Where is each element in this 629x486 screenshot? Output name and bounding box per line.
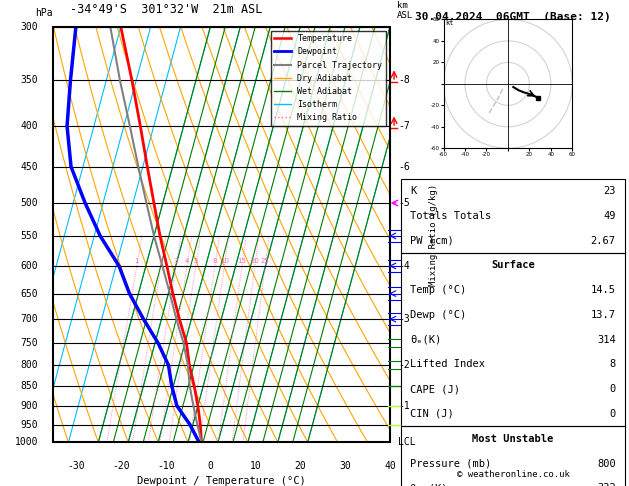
Bar xyxy=(401,179,625,253)
Text: 332: 332 xyxy=(597,483,616,486)
Text: 23: 23 xyxy=(603,186,616,196)
Text: Most Unstable: Most Unstable xyxy=(472,434,554,444)
Text: -4: -4 xyxy=(398,261,410,271)
Text: 30.04.2024  06GMT  (Base: 12): 30.04.2024 06GMT (Base: 12) xyxy=(415,12,611,22)
Text: PW (cm): PW (cm) xyxy=(410,236,454,245)
Text: 15: 15 xyxy=(238,258,247,264)
Text: 350: 350 xyxy=(21,75,38,85)
Text: -3: -3 xyxy=(398,314,410,324)
Text: 450: 450 xyxy=(21,162,38,172)
Text: 800: 800 xyxy=(21,360,38,370)
Text: 0: 0 xyxy=(610,409,616,419)
Text: CAPE (J): CAPE (J) xyxy=(410,384,460,394)
Text: 30: 30 xyxy=(339,461,351,471)
Text: 300: 300 xyxy=(21,22,38,32)
Text: -20: -20 xyxy=(112,461,130,471)
Text: -6: -6 xyxy=(398,162,410,172)
Legend: Temperature, Dewpoint, Parcel Trajectory, Dry Adiabat, Wet Adiabat, Isotherm, Mi: Temperature, Dewpoint, Parcel Trajectory… xyxy=(271,31,386,125)
Text: 1000: 1000 xyxy=(15,437,38,447)
Text: 0: 0 xyxy=(610,384,616,394)
Text: Dewp (°C): Dewp (°C) xyxy=(410,310,467,320)
Text: 400: 400 xyxy=(21,121,38,131)
Text: 25: 25 xyxy=(261,258,270,264)
Text: kt: kt xyxy=(446,20,454,26)
Text: Dewpoint / Temperature (°C): Dewpoint / Temperature (°C) xyxy=(137,475,306,486)
Text: 20: 20 xyxy=(250,258,259,264)
Bar xyxy=(53,27,390,442)
Text: K: K xyxy=(410,186,416,196)
Text: -30: -30 xyxy=(67,461,85,471)
Text: Lifted Index: Lifted Index xyxy=(410,360,485,369)
Text: 10: 10 xyxy=(250,461,261,471)
Text: 750: 750 xyxy=(21,338,38,348)
Text: 13.7: 13.7 xyxy=(591,310,616,320)
Text: 550: 550 xyxy=(21,231,38,241)
Bar xyxy=(401,253,625,426)
Text: 2.67: 2.67 xyxy=(591,236,616,245)
Text: 4: 4 xyxy=(185,258,189,264)
Text: 950: 950 xyxy=(21,419,38,430)
Text: LCL: LCL xyxy=(398,437,416,447)
Text: -5: -5 xyxy=(398,198,410,208)
Text: Pressure (mb): Pressure (mb) xyxy=(410,458,491,469)
Text: 600: 600 xyxy=(21,261,38,271)
Text: 49: 49 xyxy=(603,211,616,221)
Text: km
ASL: km ASL xyxy=(397,1,413,20)
Text: Totals Totals: Totals Totals xyxy=(410,211,491,221)
Text: θₑ(K): θₑ(K) xyxy=(410,335,442,345)
Text: 900: 900 xyxy=(21,401,38,411)
Text: 800: 800 xyxy=(597,458,616,469)
Text: 314: 314 xyxy=(597,335,616,345)
Text: 14.5: 14.5 xyxy=(591,285,616,295)
Text: 700: 700 xyxy=(21,314,38,324)
Text: 3: 3 xyxy=(174,258,178,264)
Text: 8: 8 xyxy=(213,258,217,264)
Text: -10: -10 xyxy=(157,461,174,471)
Text: 8: 8 xyxy=(610,360,616,369)
Text: 850: 850 xyxy=(21,381,38,391)
Text: Surface: Surface xyxy=(491,260,535,270)
Text: 1: 1 xyxy=(135,258,139,264)
Text: 650: 650 xyxy=(21,289,38,298)
Text: 5: 5 xyxy=(194,258,198,264)
Text: 20: 20 xyxy=(294,461,306,471)
Text: CIN (J): CIN (J) xyxy=(410,409,454,419)
Text: 2: 2 xyxy=(159,258,163,264)
Text: -1: -1 xyxy=(398,401,410,411)
Text: 10: 10 xyxy=(220,258,229,264)
Text: 40: 40 xyxy=(384,461,396,471)
Text: Temp (°C): Temp (°C) xyxy=(410,285,467,295)
Text: -34°49'S  301°32'W  21m ASL: -34°49'S 301°32'W 21m ASL xyxy=(70,3,263,17)
Text: 500: 500 xyxy=(21,198,38,208)
Text: -8: -8 xyxy=(398,75,410,85)
Text: Mixing Ratio (g/kg): Mixing Ratio (g/kg) xyxy=(429,183,438,286)
Text: θₑ (K): θₑ (K) xyxy=(410,483,448,486)
Text: -7: -7 xyxy=(398,121,410,131)
Text: © weatheronline.co.uk: © weatheronline.co.uk xyxy=(457,470,569,479)
Text: 0: 0 xyxy=(208,461,213,471)
Bar xyxy=(401,426,625,486)
Text: -2: -2 xyxy=(398,360,410,370)
Text: hPa: hPa xyxy=(35,8,53,18)
